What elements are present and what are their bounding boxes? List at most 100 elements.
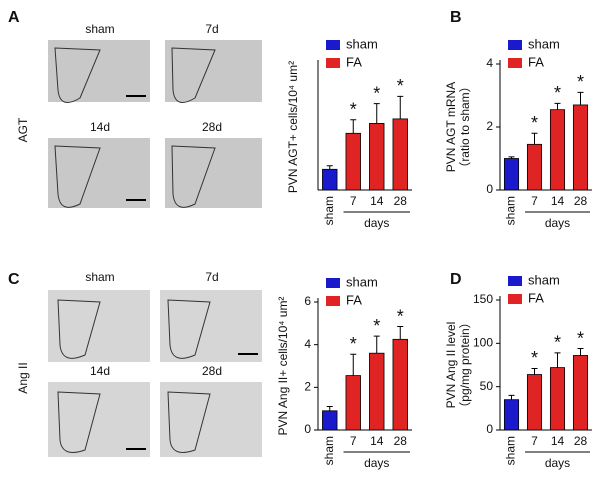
image-label: 7d [205, 270, 218, 284]
error-bar [350, 119, 357, 134]
legend-label: FA [528, 290, 544, 305]
y-tick-label: 100 [473, 336, 493, 350]
significance: * [554, 333, 561, 353]
error-bar [554, 352, 561, 368]
legend-label: FA [346, 54, 362, 69]
x-tick-label: sham [322, 436, 336, 465]
error-bar [373, 103, 380, 124]
outline [167, 391, 211, 453]
x-group-label: days [545, 216, 570, 230]
error-bar [531, 367, 538, 375]
row-label: AGT [16, 117, 30, 142]
x-tick-label: 14 [551, 194, 565, 208]
scale-bars [126, 95, 258, 450]
legend-swatch [326, 58, 340, 68]
error-bar [397, 326, 404, 340]
y-tick-label: 2 [486, 119, 493, 133]
y-tick-label: 150 [473, 292, 493, 306]
micrograph [48, 290, 150, 362]
outline [167, 299, 211, 359]
image-label: 28d [202, 120, 222, 134]
image-label: 28d [202, 364, 222, 378]
legend-swatch [326, 278, 340, 288]
bar [526, 143, 543, 191]
x-tick-label: 14 [370, 434, 384, 448]
significance: * [397, 76, 404, 96]
legend-label: sham [528, 36, 560, 51]
x-tick-label: 7 [350, 434, 357, 448]
bar [549, 109, 566, 191]
bar [526, 374, 543, 431]
significance: * [577, 328, 584, 348]
legend-swatch [508, 276, 522, 286]
significance: * [397, 306, 404, 326]
error-bar [554, 102, 561, 110]
error-bar [508, 156, 515, 159]
y-tick-label: 2 [304, 380, 311, 394]
bar [572, 104, 589, 191]
y-tick-label: 6 [304, 294, 311, 308]
x-group-label: days [364, 456, 389, 470]
bar [322, 168, 338, 191]
error-bar [577, 91, 584, 105]
image-label: sham [85, 270, 114, 284]
x-tick-label: 14 [551, 434, 565, 448]
x-tick-label: sham [322, 196, 336, 225]
significance: * [373, 316, 380, 336]
legend-swatch [326, 40, 340, 50]
legend-label: sham [346, 36, 378, 51]
x-tick-label: 28 [394, 434, 408, 448]
legend-swatch [508, 40, 522, 50]
x-tick-label: 14 [370, 194, 384, 208]
legend-label: FA [528, 54, 544, 69]
x-tick-label: 28 [574, 194, 588, 208]
micrograph [48, 382, 150, 457]
y-tick-label: 4 [304, 337, 311, 351]
y-tick-label: 0 [304, 422, 311, 436]
error-bar [373, 335, 380, 354]
error-bar [326, 165, 333, 170]
significance: * [350, 100, 357, 120]
bar [345, 132, 361, 191]
row-label: Ang II [16, 362, 30, 393]
legend-swatch [508, 294, 522, 304]
bar [503, 158, 520, 191]
bar [549, 367, 566, 431]
error-bar [350, 353, 357, 376]
panel-label: A [8, 9, 20, 26]
legend-label: sham [528, 272, 560, 287]
bar [503, 399, 520, 431]
y-tick-label: 0 [486, 422, 493, 436]
outline [54, 47, 101, 103]
outline [54, 145, 101, 208]
x-tick-label: 7 [350, 194, 357, 208]
outline [57, 299, 101, 359]
error-bar [397, 95, 404, 119]
error-bar [531, 132, 538, 145]
significance: * [531, 348, 538, 368]
micrograph [165, 138, 262, 208]
panel-label: B [450, 9, 462, 26]
x-tick-label: 28 [394, 194, 408, 208]
significance: * [531, 113, 538, 133]
micrograph [48, 138, 150, 208]
significance: * [554, 83, 561, 103]
y-axis-label: （pg/mg protein） [458, 316, 472, 413]
error-bar [326, 406, 333, 411]
y-tick-label: 4 [486, 56, 493, 70]
outline [171, 47, 216, 103]
y-axis-label: PVN Ang II+ cells/10⁴ um² [276, 297, 290, 436]
x-tick-label: sham [504, 196, 518, 225]
image-label: 7d [205, 22, 218, 36]
bar [572, 355, 589, 431]
legend-swatch [326, 296, 340, 306]
bar [322, 410, 338, 431]
image-label: sham [85, 22, 114, 36]
bar [369, 123, 385, 191]
x-tick-label: 28 [574, 434, 588, 448]
micrograph [165, 40, 262, 102]
x-group-label: days [545, 456, 570, 470]
significance: * [373, 83, 380, 103]
significance: * [577, 72, 584, 92]
